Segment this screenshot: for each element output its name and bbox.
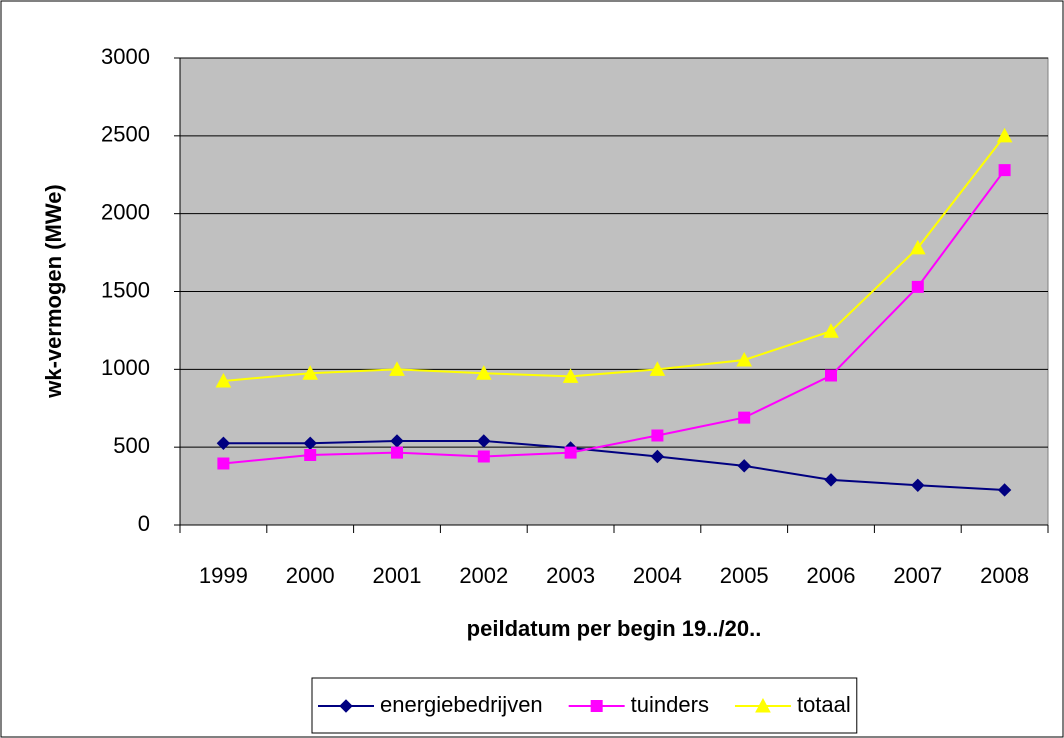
x-axis-title: peildatum per begin 19../20.. bbox=[467, 616, 762, 641]
marker bbox=[755, 697, 771, 713]
marker bbox=[825, 369, 837, 382]
marker bbox=[477, 450, 490, 463]
x-tick-label: 2008 bbox=[980, 563, 1029, 588]
marker bbox=[475, 365, 492, 380]
marker bbox=[824, 473, 838, 487]
marker bbox=[650, 449, 665, 464]
y-tick-label: 0 bbox=[138, 511, 150, 536]
marker bbox=[911, 478, 925, 493]
marker bbox=[996, 127, 1013, 143]
marker bbox=[215, 372, 232, 388]
y-tick-label: 2000 bbox=[101, 199, 150, 224]
marker bbox=[590, 700, 603, 712]
series-line bbox=[223, 439, 1005, 491]
x-tick-label: 2002 bbox=[459, 563, 508, 588]
y-tick-label: 500 bbox=[113, 433, 150, 458]
y-tick-label: 3000 bbox=[101, 44, 150, 69]
x-tick-label: 2005 bbox=[720, 563, 769, 588]
x-tick-label: 2007 bbox=[893, 563, 942, 588]
marker bbox=[302, 365, 319, 380]
x-tick-label: 2001 bbox=[373, 563, 422, 588]
x-tick-label: 2004 bbox=[633, 563, 682, 588]
marker bbox=[909, 239, 926, 255]
series-line bbox=[223, 135, 1006, 383]
marker bbox=[216, 436, 231, 450]
x-tick-label: 2003 bbox=[546, 563, 595, 588]
marker bbox=[736, 351, 753, 367]
marker bbox=[649, 361, 666, 376]
marker bbox=[651, 429, 664, 442]
x-tick-label: 1999 bbox=[199, 563, 248, 588]
marker bbox=[564, 446, 577, 459]
marker bbox=[477, 434, 491, 448]
marker bbox=[339, 699, 353, 713]
legend-label: energiebedrijven bbox=[380, 692, 543, 717]
y-tick-label: 1500 bbox=[101, 277, 150, 302]
series-line bbox=[223, 169, 1006, 465]
marker bbox=[998, 164, 1011, 177]
marker bbox=[997, 483, 1012, 497]
x-tick-label: 2006 bbox=[807, 563, 856, 588]
marker bbox=[217, 457, 230, 470]
marker bbox=[911, 280, 924, 293]
y-tick-label: 1000 bbox=[101, 355, 150, 380]
marker bbox=[823, 323, 839, 338]
x-tick-label: 2000 bbox=[286, 563, 335, 588]
marker bbox=[562, 368, 579, 383]
marker bbox=[304, 448, 317, 461]
legend: energiebedrijven tuinders totaal bbox=[311, 677, 858, 734]
marker bbox=[738, 411, 751, 424]
marker bbox=[737, 459, 751, 473]
y-axis-title: wk-vermogen (MWe) bbox=[41, 184, 66, 399]
legend-label: tuinders bbox=[631, 692, 709, 717]
marker bbox=[391, 446, 403, 459]
marker bbox=[389, 361, 405, 376]
legend-label: totaal bbox=[797, 692, 851, 717]
y-tick-label: 2500 bbox=[101, 122, 150, 147]
